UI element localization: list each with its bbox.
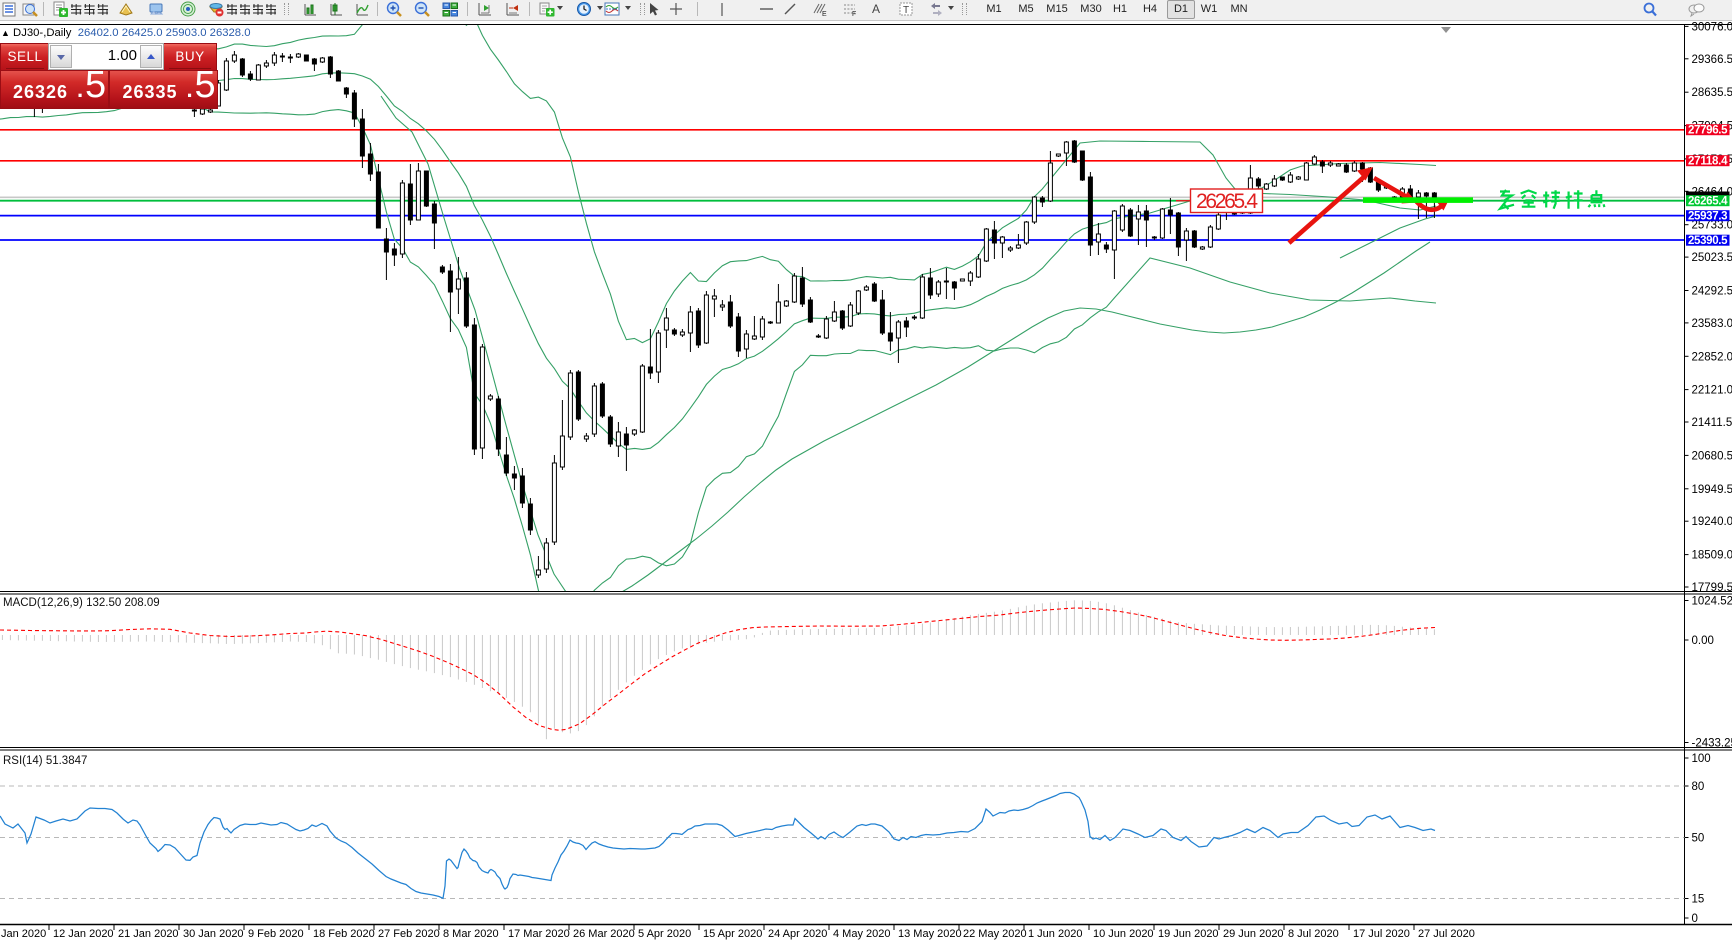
svg-text:1 Jun 2020: 1 Jun 2020 [1028,928,1082,940]
svg-text:27 Jul 2020: 27 Jul 2020 [1418,928,1475,940]
svg-text:12 Jan 2020: 12 Jan 2020 [53,928,114,940]
svg-text:22852.0: 22852.0 [1692,351,1732,363]
svg-text:10 Jun 2020: 10 Jun 2020 [1093,928,1154,940]
svg-text:24292.5: 24292.5 [1692,286,1732,298]
svg-text:17 Mar 2020: 17 Mar 2020 [508,928,570,940]
svg-text:26265.4: 26265.4 [1196,190,1258,213]
svg-text:20680.5: 20680.5 [1692,450,1732,462]
svg-text:4 May 2020: 4 May 2020 [833,928,890,940]
svg-text:80: 80 [1692,781,1705,793]
svg-text:19949.5: 19949.5 [1692,484,1732,496]
svg-text:8 Mar 2020: 8 Mar 2020 [443,928,499,940]
svg-text:F: F [852,11,856,18]
svg-text:13 May 2020: 13 May 2020 [898,928,962,940]
svg-text:22121.0: 22121.0 [1692,385,1732,397]
svg-text:0: 0 [1692,913,1698,925]
svg-text:26 Mar 2020: 26 Mar 2020 [573,928,635,940]
svg-text:25937.3: 25937.3 [1688,211,1728,223]
svg-text:50: 50 [1692,833,1705,845]
svg-text:27118.4: 27118.4 [1688,156,1728,168]
svg-text:15: 15 [1692,894,1705,906]
svg-text:18509.0: 18509.0 [1692,550,1732,562]
svg-text:28635.5: 28635.5 [1692,87,1732,99]
svg-text:25390.5: 25390.5 [1688,235,1728,247]
svg-text:MACD(12,26,9) 132.50 208.09: MACD(12,26,9) 132.50 208.09 [3,597,160,609]
svg-text:26265.4: 26265.4 [1688,196,1728,208]
svg-text:30 Jan 2020: 30 Jan 2020 [183,928,244,940]
svg-text:29366.5: 29366.5 [1692,54,1732,66]
svg-text:17 Jul 2020: 17 Jul 2020 [1353,928,1410,940]
svg-text:29 Jun 2020: 29 Jun 2020 [1223,928,1284,940]
svg-text:21411.5: 21411.5 [1692,417,1732,429]
svg-text:19 Jun 2020: 19 Jun 2020 [1158,928,1219,940]
svg-text:30076.0: 30076.0 [1692,21,1732,33]
svg-text:25023.5: 25023.5 [1692,252,1732,264]
svg-text:100: 100 [1692,753,1711,765]
svg-text:19240.0: 19240.0 [1692,516,1732,528]
svg-text:27 Feb 2020: 27 Feb 2020 [378,928,440,940]
svg-text:T: T [903,5,909,16]
svg-text:8 Jul 2020: 8 Jul 2020 [1288,928,1339,940]
svg-text:9 Feb 2020: 9 Feb 2020 [248,928,304,940]
svg-text:23583.0: 23583.0 [1692,318,1732,330]
svg-text:24 Apr 2020: 24 Apr 2020 [768,928,827,940]
svg-text:17799.5: 17799.5 [1692,582,1732,594]
svg-text:Jan 2020: Jan 2020 [1,928,46,940]
svg-text:18 Feb 2020: 18 Feb 2020 [313,928,375,940]
svg-text:15 Apr 2020: 15 Apr 2020 [703,928,762,940]
svg-text:22 May 2020: 22 May 2020 [963,928,1027,940]
svg-text:0.00: 0.00 [1692,635,1714,647]
svg-text:5 Apr 2020: 5 Apr 2020 [638,928,691,940]
svg-text:RSI(14) 51.3847: RSI(14) 51.3847 [3,755,87,767]
svg-text:27796.5: 27796.5 [1688,125,1728,137]
svg-text:1024.52: 1024.52 [1692,596,1732,608]
svg-text:21 Jan 2020: 21 Jan 2020 [118,928,179,940]
svg-text:E: E [822,11,827,18]
